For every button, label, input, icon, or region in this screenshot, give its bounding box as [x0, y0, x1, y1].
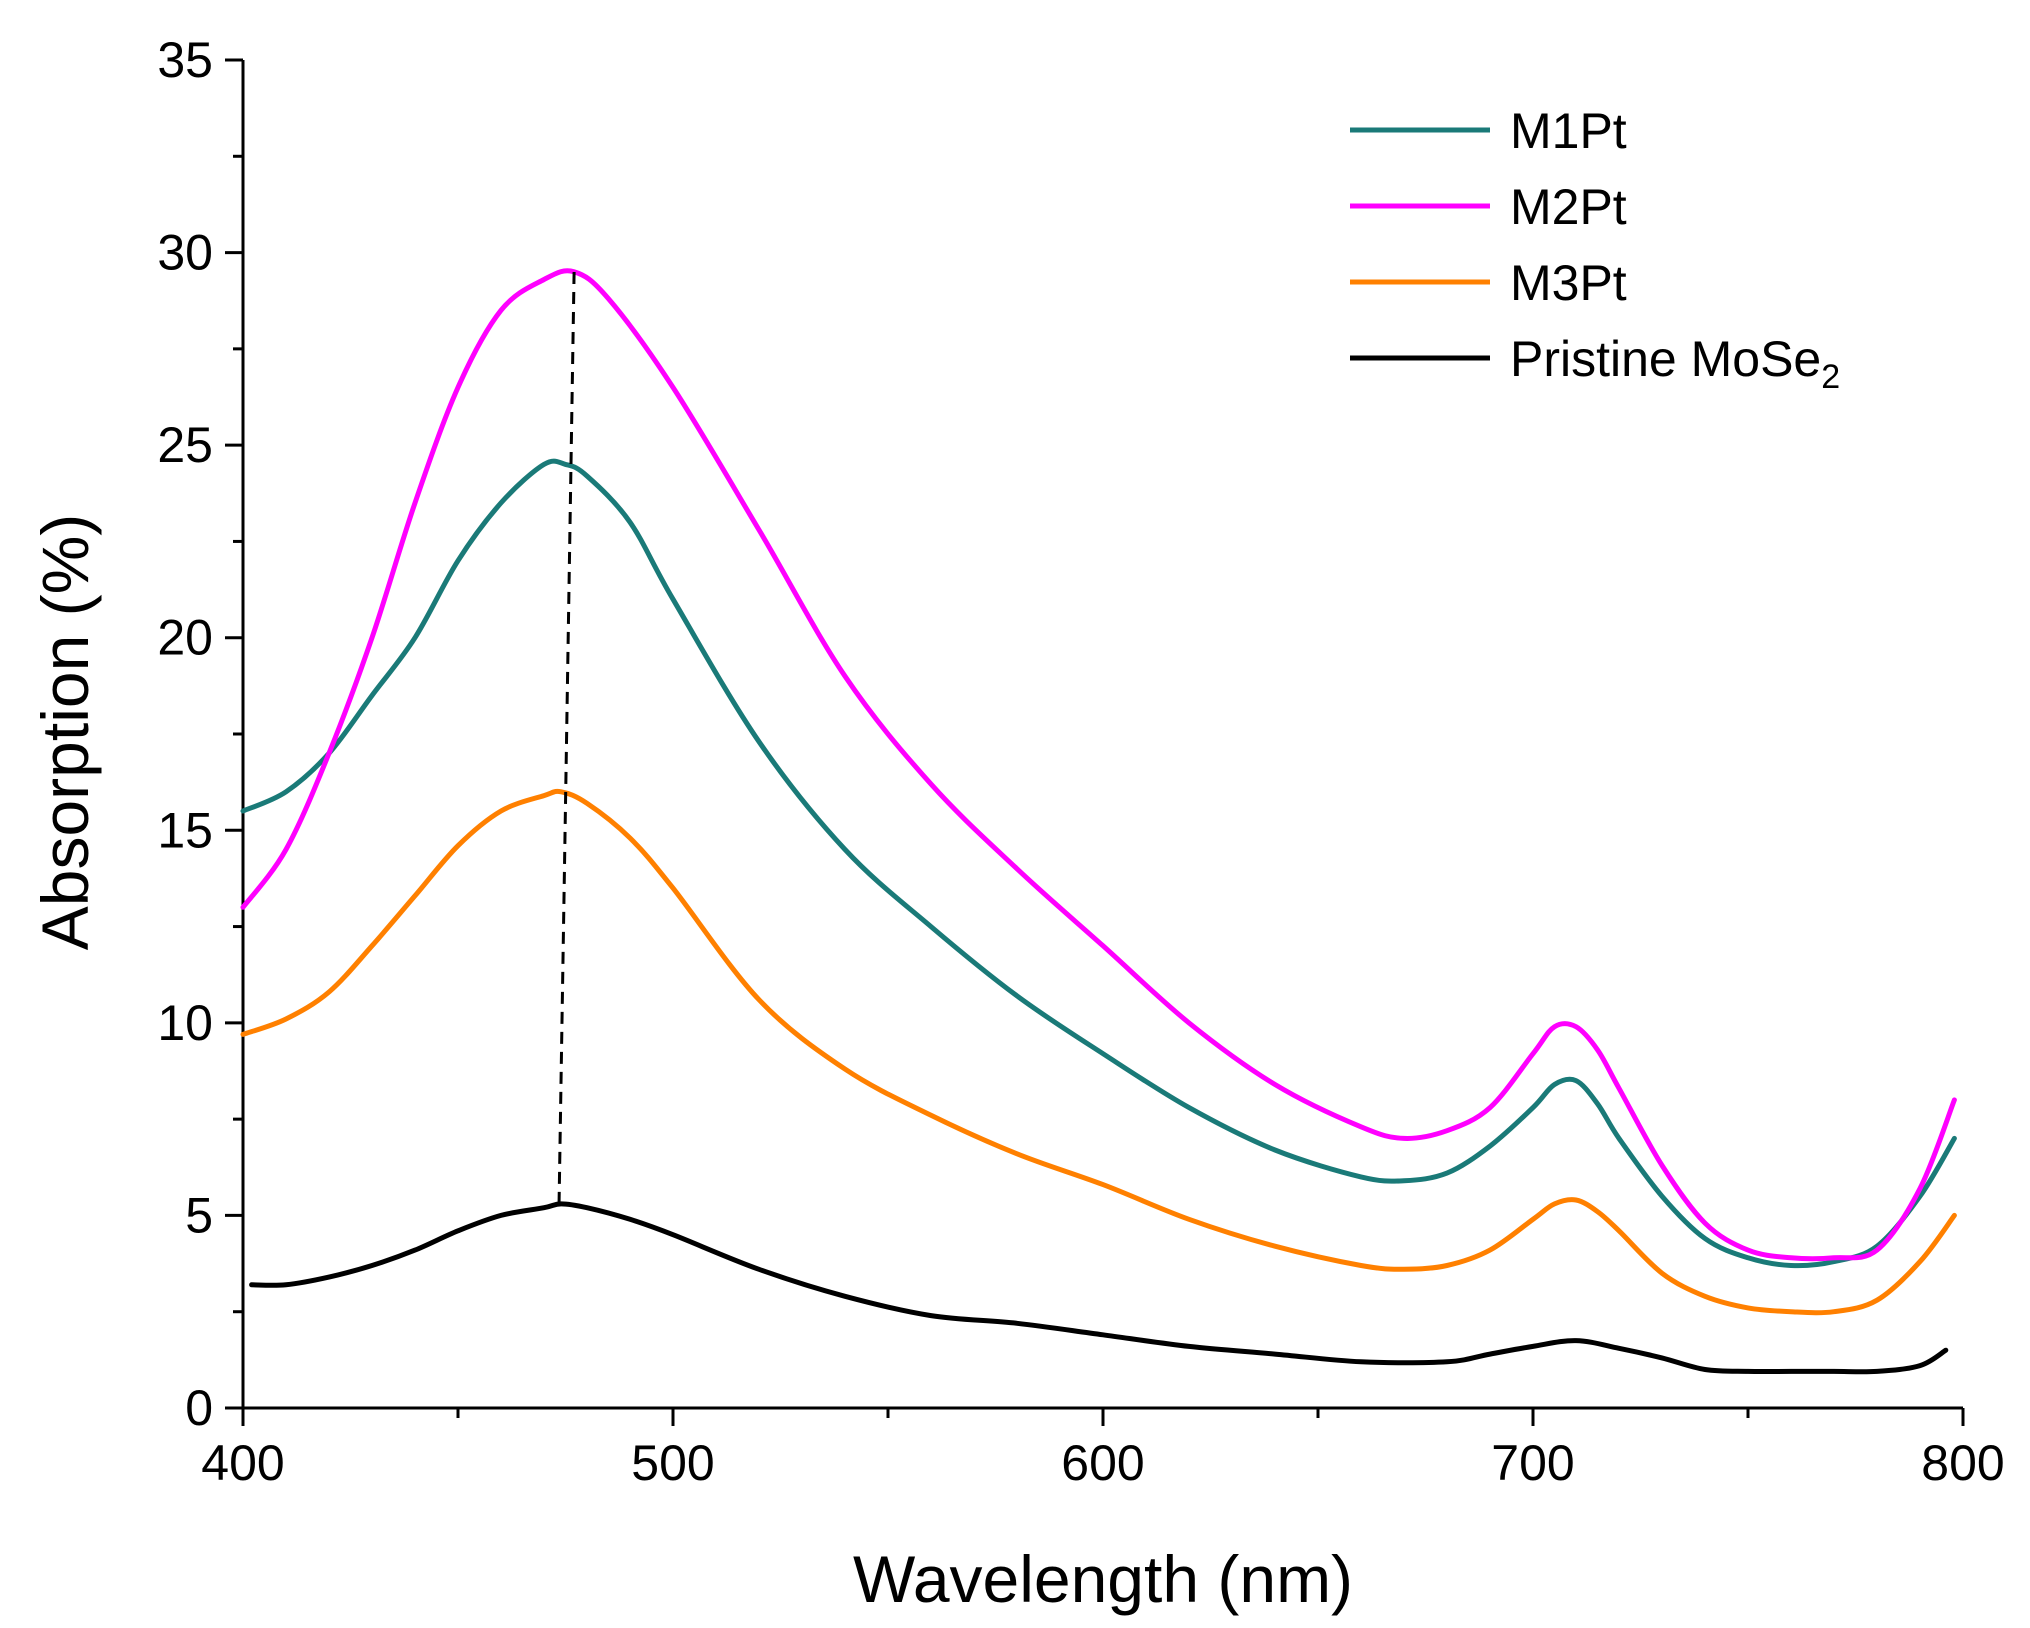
x-axis-title: Wavelength (nm) [853, 1542, 1353, 1616]
x-tick-label: 400 [201, 1435, 284, 1491]
series-line-4 [249, 1201, 1949, 1375]
series-line-2 [240, 268, 1957, 1262]
legend-label: M3Pt [1510, 255, 1627, 311]
annotation-group [557, 271, 576, 1204]
series-line-1 [240, 458, 1957, 1269]
y-tick-label: 30 [157, 225, 213, 281]
y-tick-label: 15 [157, 802, 213, 858]
legend-label: M1Pt [1510, 103, 1627, 159]
y-tick-label: 25 [157, 417, 213, 473]
y-tick-label: 0 [185, 1380, 213, 1436]
x-tick-label: 800 [1921, 1435, 2004, 1491]
y-axis-title: Absorption (%) [28, 514, 102, 951]
y-tick-label: 5 [185, 1187, 213, 1243]
y-tick-label: 10 [157, 995, 213, 1051]
peak-shift-dashed-line [557, 271, 576, 1204]
legend-label: Pristine MoSe2 [1510, 331, 1840, 396]
x-tick-label: 700 [1491, 1435, 1574, 1491]
legend-subscript: 2 [1821, 358, 1840, 396]
y-tick-label: 20 [157, 610, 213, 666]
x-tick-label: 500 [631, 1435, 714, 1491]
series-group [240, 268, 1957, 1375]
y-tick-label: 35 [157, 32, 213, 88]
legend-label: M2Pt [1510, 179, 1627, 235]
legend: M1Pt M2Pt M3Pt Pristine MoSe2 [1350, 103, 1840, 396]
axes-group: 0 5 10 15 20 25 30 35 400 500 600 700 800 [157, 32, 2004, 1491]
series-line-3 [240, 788, 1957, 1316]
x-tick-label: 600 [1061, 1435, 1144, 1491]
